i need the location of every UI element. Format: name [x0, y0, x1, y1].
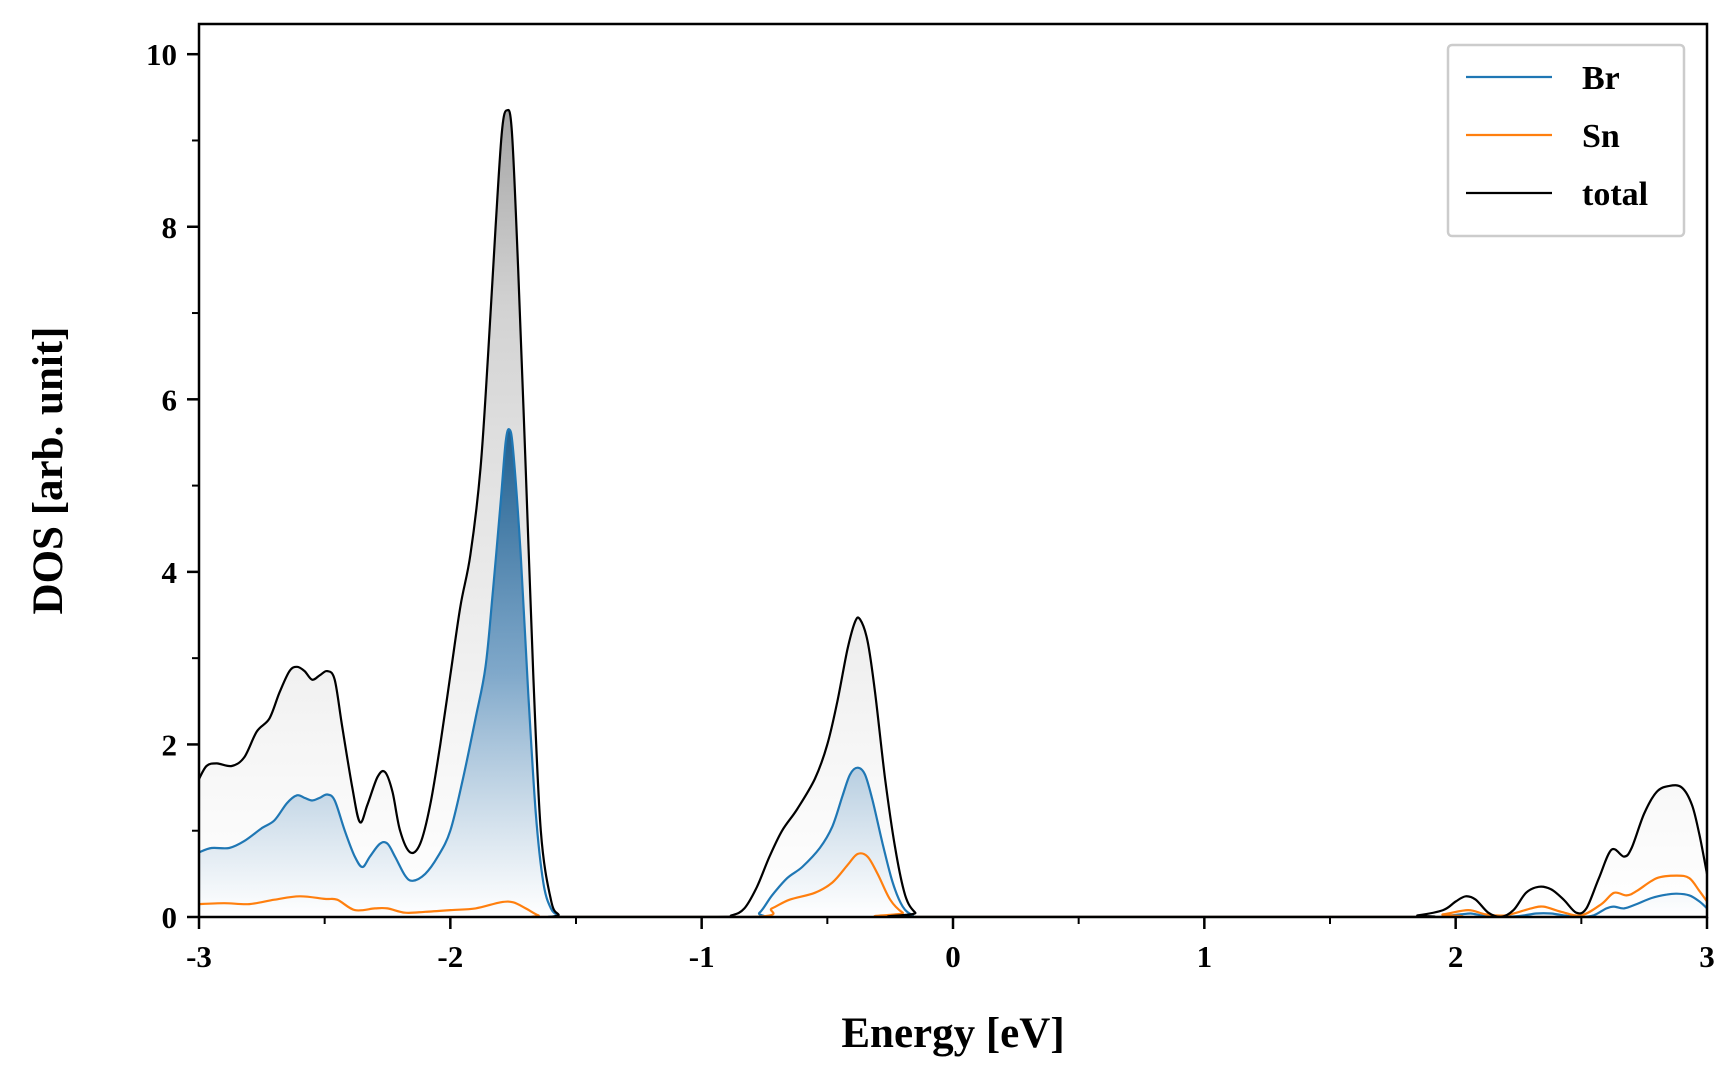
legend-label: Br — [1582, 60, 1620, 97]
legend: Br Sn total — [1446, 43, 1686, 238]
series-line-br — [199, 428, 1707, 917]
y-axis-title: DOS [arb. unit] — [25, 327, 72, 615]
series-fill-br — [199, 429, 1707, 917]
legend-entry-sn: Sn — [1466, 118, 1620, 155]
x-tick-label: 0 — [945, 939, 961, 974]
x-tick-label: 1 — [1197, 939, 1213, 974]
x-tick-label: -2 — [437, 939, 463, 974]
plot-area — [199, 108, 1707, 917]
legend-entry-total: total — [1466, 176, 1648, 213]
legend-box — [1446, 43, 1686, 238]
legend-label: total — [1582, 176, 1648, 213]
x-axis-title: Energy [eV] — [841, 1010, 1064, 1057]
x-tick-label: 3 — [1699, 939, 1715, 974]
legend-entry-br: Br — [1466, 60, 1620, 97]
y-tick-label: 2 — [162, 727, 178, 762]
x-tick-label: -3 — [186, 939, 212, 974]
x-axis: -3 -2 -1 0 1 2 3 — [186, 917, 1715, 974]
legend-label: Sn — [1582, 118, 1620, 155]
series-line-sn — [199, 852, 1707, 917]
y-tick-label: 10 — [146, 37, 177, 72]
y-tick-label: 4 — [162, 555, 178, 590]
y-axis: 0 2 4 6 8 10 — [146, 37, 199, 935]
y-tick-label: 8 — [162, 210, 178, 245]
x-tick-label: 2 — [1448, 939, 1464, 974]
y-tick-label: 6 — [162, 382, 178, 417]
y-tick-label: 0 — [162, 900, 178, 935]
x-tick-label: -1 — [689, 939, 715, 974]
